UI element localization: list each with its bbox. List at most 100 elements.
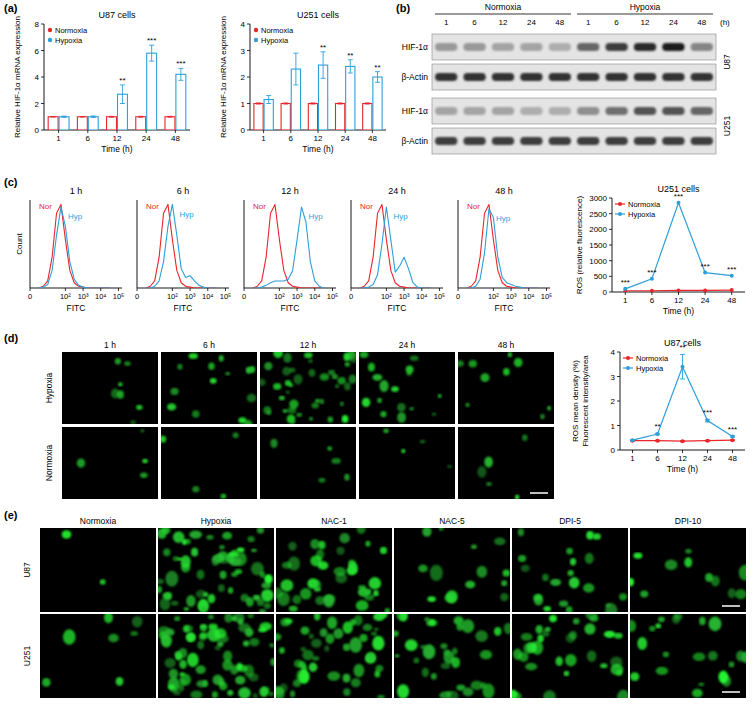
row-label: U87: [22, 562, 32, 578]
bar: [107, 117, 117, 130]
cell: [521, 565, 530, 572]
cell: [358, 585, 366, 590]
marker: [677, 201, 681, 205]
cell: [218, 584, 225, 592]
band: [549, 43, 571, 51]
cell: [451, 657, 460, 668]
series-label: Nor: [253, 202, 266, 211]
cell: [430, 565, 443, 581]
bar: [88, 117, 98, 130]
cell: [308, 359, 313, 363]
cell: [124, 361, 131, 366]
micrograph: [276, 614, 392, 698]
lane-label: 24: [527, 18, 536, 27]
micrograph: [394, 614, 510, 698]
cell: [318, 561, 329, 570]
cell: [264, 362, 272, 370]
x-tick-label: 10⁴: [95, 292, 107, 301]
cell: [729, 662, 735, 668]
cell: [165, 628, 175, 636]
y-axis: [620, 352, 621, 450]
bar: [254, 104, 263, 131]
figure: (a)(b)(c)(d)(e)0246816122448U87 cellsTim…: [0, 0, 756, 709]
error-cap: [62, 116, 67, 117]
error-cap: [680, 378, 685, 379]
cell: [383, 428, 388, 433]
y-tick-label: 3000: [589, 194, 607, 203]
cell: [288, 542, 296, 551]
error-cap: [338, 102, 343, 103]
cell: [587, 650, 596, 662]
y-tick-label: 2500: [589, 210, 607, 219]
cell: [118, 382, 122, 386]
column-title: Hypoxia: [201, 516, 232, 526]
bar: [346, 66, 355, 130]
band: [662, 107, 684, 115]
y-tick-label: 0: [35, 126, 40, 135]
scale-bar: [530, 492, 548, 494]
band: [492, 43, 514, 51]
error-cap: [365, 104, 370, 105]
cell: [486, 482, 492, 486]
plot-area: [260, 352, 356, 424]
cell: [238, 623, 251, 632]
cell: [158, 528, 167, 538]
cell: [192, 486, 199, 492]
cell: [111, 388, 119, 398]
cell: [480, 373, 489, 382]
cell: [283, 353, 291, 363]
y-tick-label: 4: [611, 348, 616, 357]
micrograph: [359, 352, 455, 424]
cell: [132, 616, 143, 628]
y-label: ROS (relative fluorescence): [575, 196, 584, 295]
x-tick: [318, 130, 319, 133]
x-tick: [657, 450, 658, 453]
cell: [698, 682, 704, 686]
cell: [397, 403, 406, 412]
cell: [437, 394, 441, 399]
plot-area: [360, 204, 431, 288]
legend-marker: [48, 28, 52, 32]
error-bar: [323, 52, 324, 78]
x-tick-label: 0: [28, 292, 32, 301]
histogram-curve: [253, 207, 324, 288]
lane-label: 48: [697, 18, 706, 27]
x-tick: [421, 288, 422, 291]
x-tick: [351, 288, 352, 291]
cell: [247, 614, 254, 618]
lane-label: 12: [641, 18, 650, 27]
y-label: Fluorescent intensity/area: [581, 355, 590, 447]
cell: [394, 631, 399, 637]
x-tick-label: 10⁴: [202, 292, 214, 301]
error-cap: [91, 115, 96, 116]
x-tick: [225, 288, 226, 291]
cell: [410, 355, 419, 360]
cell: [630, 620, 636, 632]
x-tick-label: 10⁵: [327, 292, 338, 301]
x-tick: [625, 292, 626, 295]
x-label: FITC: [388, 303, 407, 313]
panel-label: (d): [4, 332, 18, 344]
significance: **: [347, 51, 353, 60]
cell: [181, 563, 190, 572]
cell: [177, 557, 182, 560]
x-tick: [87, 130, 88, 133]
cell: [163, 548, 170, 556]
series-label: Nor: [360, 202, 373, 211]
cell: [397, 684, 409, 698]
cell: [420, 440, 426, 444]
cell: [545, 627, 551, 632]
series-label: Nor: [467, 202, 480, 211]
band: [549, 137, 571, 145]
error-cap: [91, 117, 96, 118]
error-cap: [178, 80, 183, 81]
panel-label: (b): [396, 2, 410, 14]
band: [549, 73, 571, 81]
cell: [269, 643, 274, 648]
cell: [484, 456, 493, 467]
x-tick-label: 1: [56, 134, 61, 143]
lane-label: 12: [499, 18, 508, 27]
x-tick: [705, 292, 706, 295]
cell: [461, 619, 474, 633]
protein-label: β-Actin: [401, 136, 428, 146]
